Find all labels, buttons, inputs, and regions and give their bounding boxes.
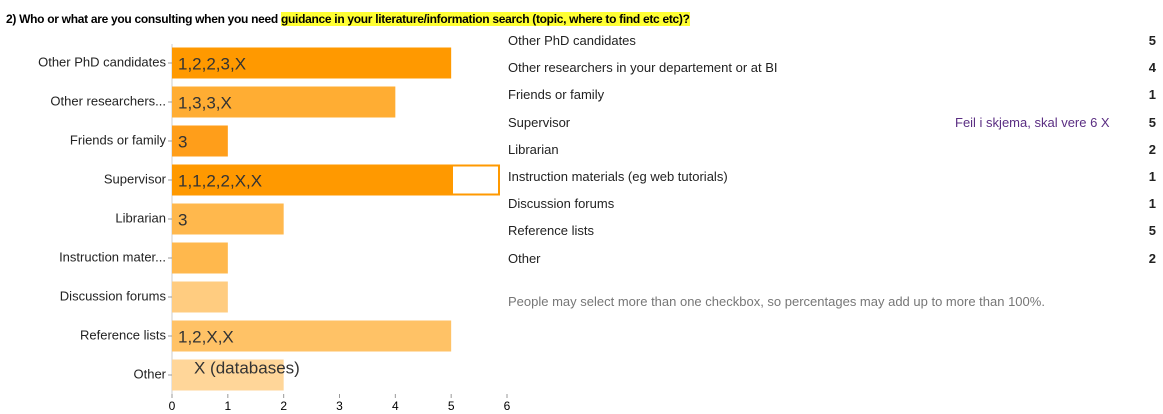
row-count: 5 (1148, 114, 1156, 130)
bar-note: 1,2,X,X (178, 327, 234, 346)
bar (172, 86, 396, 118)
row-count: 5 (1148, 223, 1156, 239)
chart: 0 1 2 3 4 5 6 Other PhD candidates 1,2,2,3,X Othe… (38, 44, 511, 413)
table-row: Other researchers in your departement or… (508, 60, 1156, 75)
table-row: Discussion forums 1 (508, 196, 1156, 211)
x-tick-label: 5 (448, 399, 455, 413)
y-tick-label: Reference lists (80, 327, 166, 342)
x-tick-label: 4 (392, 399, 399, 413)
note: People may select more than one checkbox… (508, 294, 1045, 309)
row-label: Instruction materials (eg web tutorials) (508, 169, 728, 184)
y-tick-label: Supervisor (104, 171, 167, 186)
question: 2) Who or what are you consulting when y… (6, 12, 690, 26)
y-tick-label: Discussion forums (60, 288, 167, 303)
table-row: Supervisor 5 (508, 115, 1156, 130)
row-count: 1 (1148, 196, 1156, 212)
row-count: 1 (1148, 169, 1156, 184)
row-count: 2 (1148, 141, 1156, 157)
bar-note: 1,1,2,2,X,X (178, 171, 262, 190)
question-prefix: 2) Who or what are you consulting when y… (6, 12, 281, 26)
bar-note: 1,3,3,X (178, 93, 232, 112)
correction-box (451, 164, 500, 196)
table-row: Reference lists 5 (508, 223, 1156, 238)
row-label: Other (508, 250, 541, 266)
x-tick-label: 2 (280, 399, 287, 413)
row-label: Other researchers in your departement or… (508, 60, 778, 76)
bar (172, 203, 284, 235)
bar-note: 1,2,2,3,X (178, 54, 246, 73)
x-tick-label: 1 (224, 399, 231, 413)
table-row: Other 2 (508, 251, 1156, 266)
row-label: Supervisor (508, 114, 571, 130)
table-row: Other PhD candidates 5 (508, 33, 1156, 48)
row-label: Friends or family (508, 87, 605, 103)
question-highlight: guidance in your literature/information … (280, 12, 690, 26)
table-row: Instruction materials (eg web tutorials)… (508, 169, 1156, 184)
row-count: 5 (1148, 33, 1156, 48)
bar-note: X (databases) (194, 358, 300, 377)
bar (172, 359, 284, 391)
bar (172, 164, 452, 196)
bar (172, 242, 228, 274)
row-count: 4 (1148, 60, 1156, 76)
y-tick-label: Instruction mater... (59, 249, 166, 264)
annotation: Feil i skjema, skal vere 6 X (955, 115, 1110, 130)
bar (172, 125, 228, 157)
x-tick-label: 3 (336, 399, 343, 413)
table-row: Librarian 2 (508, 142, 1156, 157)
x-tick-label: 0 (169, 399, 176, 413)
y-tick-label: Other researchers... (50, 93, 166, 108)
bar-note: 3 (178, 210, 187, 229)
y-tick-label: Other (133, 366, 166, 381)
bar (172, 320, 452, 352)
table-row: Friends or family 1 (508, 87, 1156, 102)
row-count: 2 (1148, 250, 1156, 266)
bar (172, 47, 452, 79)
row-label: Other PhD candidates (508, 33, 636, 48)
y-tick-label: Other PhD candidates (38, 54, 166, 69)
row-count: 1 (1148, 87, 1156, 103)
row-label: Reference lists (508, 223, 594, 239)
y-tick-label: Friends or family (70, 132, 167, 147)
bar-note: 3 (178, 132, 187, 151)
row-label: Librarian (508, 141, 559, 157)
row-label: Discussion forums (508, 196, 615, 212)
x-tick-label: 6 (504, 399, 511, 413)
y-tick-label: Librarian (115, 210, 166, 225)
bar (172, 281, 228, 313)
